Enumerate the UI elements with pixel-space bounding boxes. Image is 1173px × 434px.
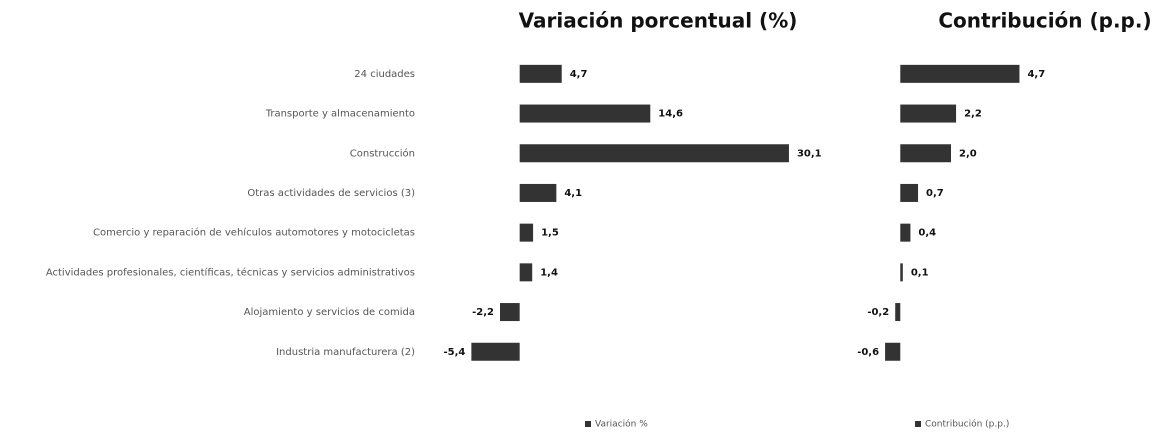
bar — [471, 342, 520, 361]
value-label: 30,1 — [797, 148, 822, 159]
value-label: -0,2 — [867, 307, 889, 318]
bar — [519, 144, 789, 163]
bar — [519, 64, 562, 83]
category-label: Transporte y almacenamiento — [265, 109, 415, 120]
value-label: 2,2 — [964, 109, 982, 120]
legend-swatch — [915, 421, 921, 427]
bar — [895, 303, 901, 322]
value-label: 4,7 — [570, 69, 588, 80]
value-label: -0,6 — [857, 347, 879, 358]
value-label: 1,5 — [541, 228, 559, 239]
value-label: 4,1 — [564, 188, 582, 199]
category-label: Construcción — [350, 147, 415, 159]
value-label: -5,4 — [443, 347, 465, 358]
bar — [519, 104, 651, 123]
bar — [499, 303, 520, 322]
value-label: 0,4 — [918, 228, 936, 239]
value-label: -2,2 — [472, 307, 494, 318]
bar — [900, 64, 1020, 83]
category-label: Alojamiento y servicios de comida — [244, 307, 415, 318]
bar — [519, 223, 534, 242]
bar — [900, 263, 903, 282]
category-label: Actividades profesionales, científicas, … — [46, 266, 415, 278]
chart-title: Variación porcentual (%) — [519, 9, 798, 33]
category-label: 24 ciudades — [354, 69, 415, 80]
bar — [885, 342, 901, 361]
category-label: Comercio y reparación de vehículos autom… — [93, 227, 415, 239]
bar — [900, 144, 951, 163]
legend-label: Contribución (p.p.) — [925, 419, 1009, 430]
bar — [519, 263, 533, 282]
bar — [900, 223, 911, 242]
value-label: 2,0 — [959, 148, 977, 159]
value-label: 0,1 — [911, 267, 929, 278]
value-label: 1,4 — [540, 267, 558, 278]
bar — [900, 183, 919, 202]
value-label: 4,7 — [1027, 69, 1045, 80]
value-label: 14,6 — [658, 109, 683, 120]
value-label: 0,7 — [926, 188, 944, 199]
legend-swatch — [585, 421, 591, 427]
bar — [900, 104, 957, 123]
category-label: Otras actividades de servicios (3) — [247, 188, 415, 199]
category-label: Industria manufacturera (2) — [276, 347, 415, 358]
chart-title: Contribución (p.p.) — [938, 9, 1151, 33]
bar — [519, 183, 557, 202]
legend-label: Variación % — [595, 419, 648, 430]
